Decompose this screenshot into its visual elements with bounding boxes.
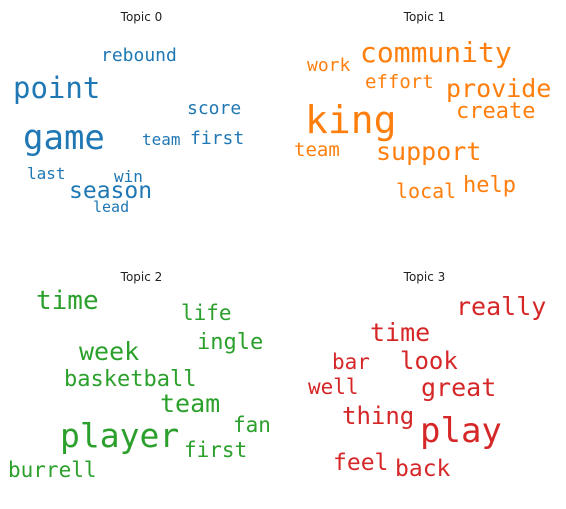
topic-2-word-basketball: basketball: [64, 367, 197, 392]
topic-2-word-first: first: [184, 438, 248, 462]
topic-0-word-season: season: [69, 178, 153, 204]
topic-0-word-score: score: [187, 98, 242, 119]
topic-3-word-time: time: [370, 318, 431, 347]
topic-2-word-team: team: [160, 389, 221, 418]
topic-3-word-look: look: [400, 347, 458, 375]
topic-1-word-create: create: [456, 99, 536, 124]
topic-1-word-team: team: [294, 139, 340, 161]
topic-2-word-week: week: [79, 337, 140, 366]
topic-0-word-point: point: [13, 71, 101, 105]
topic-2-word-player: player: [60, 416, 180, 455]
topic-2-word-life: life: [181, 301, 232, 325]
topic-0-word-team: team: [142, 130, 181, 149]
topic-1-panel: Topic 1 community work effort provide ki…: [283, 0, 566, 249]
topic-3-word-well: well: [308, 375, 359, 399]
topic-0-panel: Topic 0 rebound point score game team fi…: [0, 0, 283, 249]
topic-1-title: Topic 1: [403, 10, 446, 24]
topic-0-word-last: last: [27, 164, 66, 183]
topic-1-word-king: king: [305, 98, 397, 142]
topic-0-word-lead: lead: [93, 198, 130, 216]
topic-3-word-play: play: [420, 411, 502, 451]
topic-0-word-first: first: [190, 128, 245, 149]
topic-2-word-time: time: [36, 286, 99, 316]
topic-1-word-provide: provide: [446, 74, 552, 103]
topic-1-word-effort: effort: [365, 71, 434, 93]
topic-2-word-burrell: burrell: [8, 458, 97, 482]
topic-1-word-local: local: [396, 179, 457, 203]
topic-1-word-community: community: [360, 36, 512, 69]
topic-1-word-work: work: [307, 55, 351, 76]
topic-3-word-feel: feel: [333, 450, 389, 476]
topic-2-panel: Topic 2 time life ingle week basketball …: [0, 260, 283, 509]
topic-3-word-back: back: [395, 456, 451, 482]
topic-2-word-ingle: ingle: [197, 330, 264, 355]
topic-3-word-great: great: [421, 373, 497, 402]
topic-3-panel: Topic 3 really time bar look well great …: [283, 260, 566, 509]
topic-1-word-help: help: [463, 173, 516, 198]
topic-2-word-fan: fan: [233, 413, 271, 437]
topic-0-title: Topic 0: [120, 10, 163, 24]
topic-2-title: Topic 2: [120, 270, 163, 284]
topic-3-word-bar: bar: [332, 350, 370, 374]
topic-0-word-game: game: [23, 118, 105, 158]
topic-1-word-support: support: [376, 137, 482, 166]
topic-3-word-really: really: [456, 292, 547, 321]
topic-0-word-win: win: [114, 167, 143, 186]
topic-3-word-thing: thing: [342, 402, 415, 430]
topic-0-word-rebound: rebound: [101, 45, 177, 66]
topic-3-title: Topic 3: [403, 270, 446, 284]
